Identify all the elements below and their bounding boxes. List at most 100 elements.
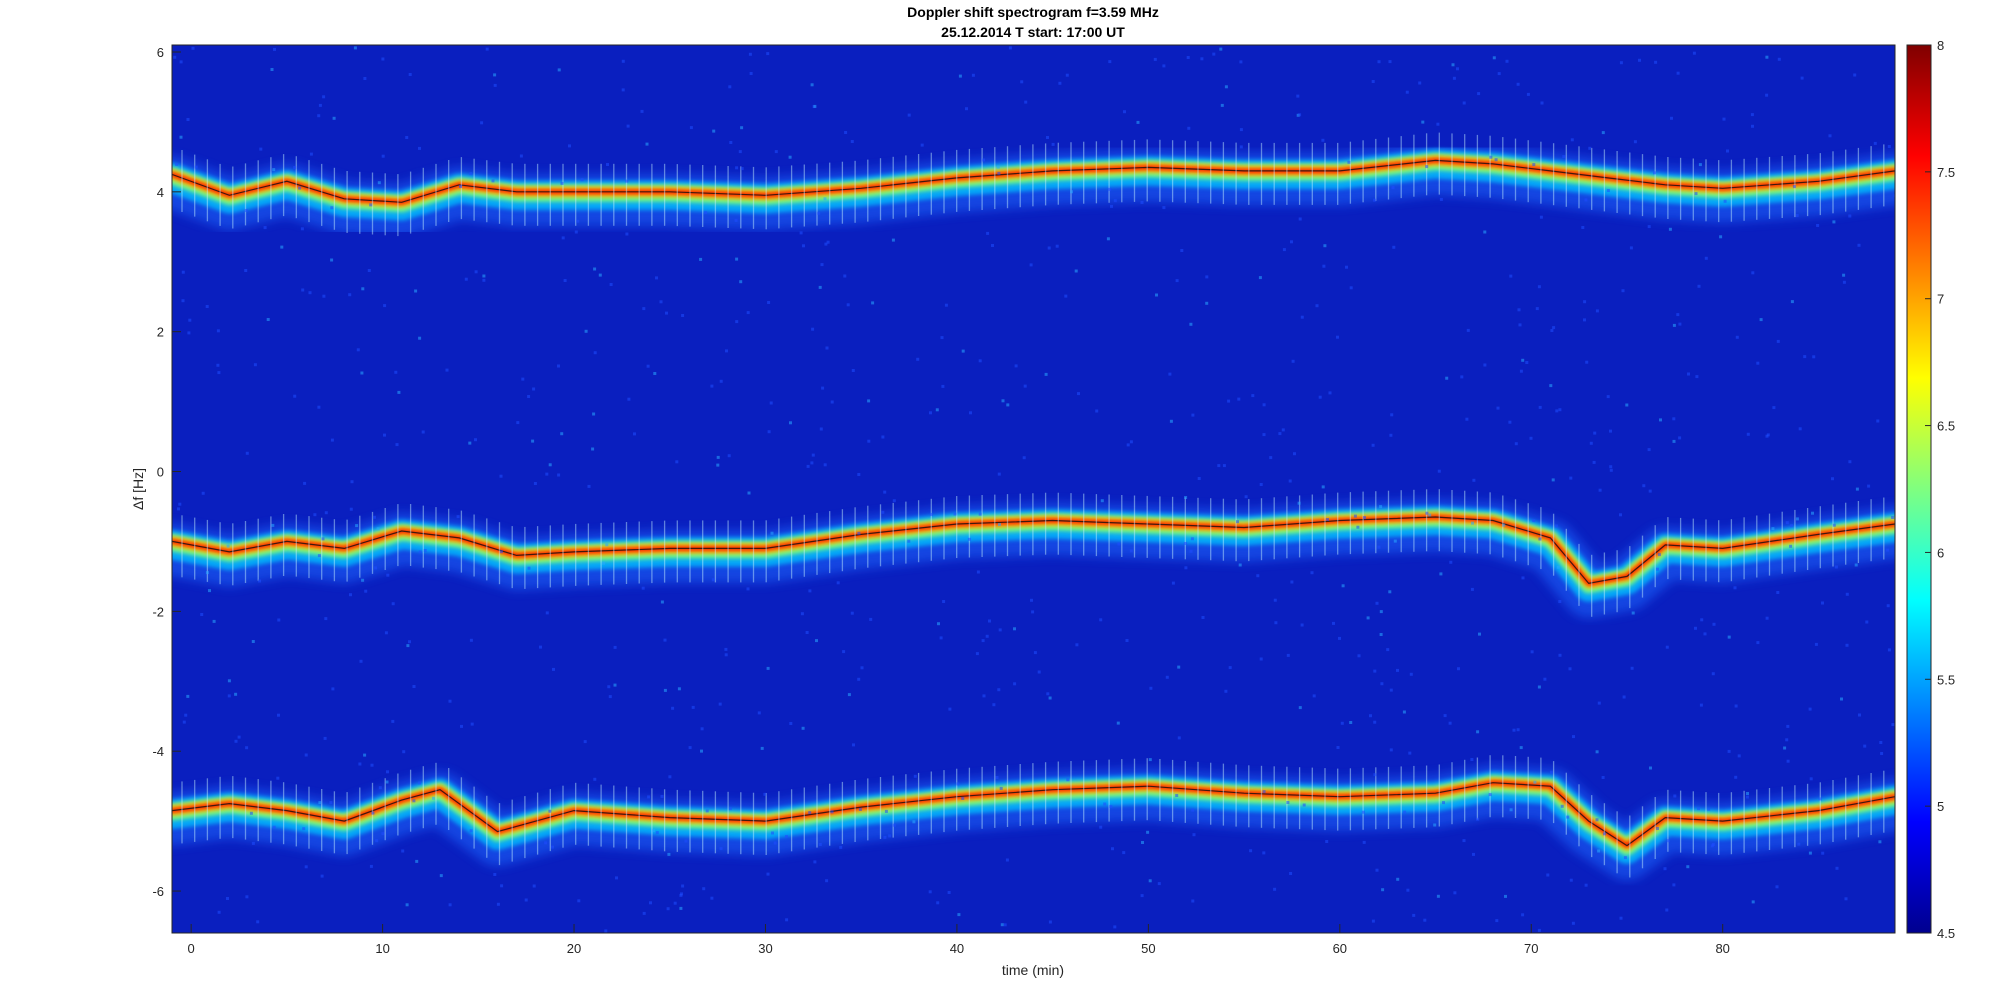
noise-speckle [671, 706, 675, 710]
noise-speckle [689, 126, 693, 130]
noise-speckle [788, 155, 792, 159]
noise-speckle [1074, 269, 1078, 273]
noise-speckle [1286, 801, 1290, 804]
noise-speckle [1699, 703, 1703, 707]
noise-speckle [318, 801, 322, 805]
noise-speckle [1300, 315, 1304, 319]
noise-speckle [700, 749, 703, 753]
noise-speckle [1828, 134, 1832, 138]
noise-speckle [1797, 842, 1801, 846]
noise-speckle [1619, 513, 1622, 517]
noise-speckle [1175, 279, 1179, 283]
noise-speckle [358, 762, 362, 766]
noise-speckle [1024, 100, 1028, 104]
noise-speckle [850, 140, 854, 143]
noise-speckle [663, 638, 667, 642]
noise-speckle [981, 639, 985, 643]
noise-speckle [1349, 286, 1353, 290]
noise-speckle [1649, 766, 1652, 770]
noise-speckle [858, 807, 862, 811]
noise-speckle [1609, 429, 1612, 433]
noise-speckle [826, 240, 830, 244]
noise-speckle [1549, 770, 1553, 774]
noise-speckle [1325, 840, 1329, 843]
noise-speckle [1169, 419, 1173, 423]
noise-speckle [516, 421, 520, 425]
noise-speckle [524, 898, 528, 902]
noise-speckle [1518, 323, 1522, 327]
noise-speckle [1504, 894, 1507, 898]
noise-speckle [324, 511, 328, 515]
noise-speckle [1113, 925, 1117, 929]
noise-speckle [182, 720, 186, 724]
noise-speckle [1516, 82, 1520, 86]
noise-speckle [818, 843, 822, 846]
noise-speckle [276, 776, 280, 780]
noise-speckle [948, 707, 952, 711]
noise-speckle [496, 902, 500, 906]
noise-speckle [740, 126, 744, 130]
noise-speckle [653, 372, 657, 375]
noise-speckle [1356, 525, 1360, 529]
noise-speckle [1189, 549, 1193, 553]
noise-speckle [1453, 891, 1457, 895]
noise-speckle [1529, 436, 1533, 440]
noise-speckle [178, 502, 182, 506]
noise-speckle [205, 305, 209, 308]
noise-speckle [621, 88, 625, 92]
noise-speckle [386, 770, 389, 774]
colorbar: 8 7.5 7 6.5 6 5.5 5 4.5 [1906, 38, 1955, 941]
noise-speckle [1366, 616, 1370, 620]
noise-speckle [592, 412, 596, 416]
noise-speckle [1538, 537, 1542, 541]
y-tick-label: -2 [152, 604, 164, 619]
noise-speckle [194, 165, 198, 169]
noise-speckle [1593, 431, 1597, 435]
noise-speckle [1362, 840, 1366, 844]
noise-speckle [201, 491, 205, 495]
noise-speckle [293, 166, 297, 169]
noise-speckle [1672, 417, 1676, 421]
noise-speckle [499, 550, 503, 554]
noise-speckle [830, 400, 834, 404]
noise-speckle [679, 893, 683, 897]
noise-speckle [1621, 289, 1625, 293]
noise-speckle [1653, 171, 1656, 175]
noise-speckle [1814, 642, 1818, 646]
noise-speckle [1180, 249, 1184, 252]
noise-speckle [883, 835, 887, 839]
noise-speckle [439, 874, 443, 878]
noise-speckle [1891, 516, 1895, 519]
noise-speckle [995, 776, 999, 779]
noise-speckle [234, 739, 238, 743]
noise-speckle [1751, 900, 1755, 904]
noise-speckle [1375, 868, 1379, 872]
noise-speckle [818, 285, 822, 289]
noise-speckle [551, 845, 554, 849]
noise-speckle [1765, 93, 1769, 97]
noise-speckle [1821, 601, 1824, 605]
noise-speckle [1746, 432, 1750, 436]
noise-speckle [384, 631, 388, 635]
noise-speckle [1483, 230, 1487, 234]
noise-speckle [851, 369, 855, 372]
noise-speckle [493, 873, 497, 876]
noise-speckle [1678, 436, 1682, 440]
noise-speckle [1449, 560, 1453, 564]
noise-speckle [1886, 548, 1890, 552]
noise-speckle [364, 589, 368, 593]
noise-speckle [1776, 339, 1780, 343]
noise-speckle [298, 186, 302, 190]
noise-speckle [1834, 565, 1838, 569]
noise-speckle [418, 336, 422, 340]
colorbar-tick-label: 7 [1937, 292, 1944, 307]
noise-speckle [1835, 866, 1839, 870]
noise-speckle [912, 820, 916, 824]
noise-speckle [1077, 392, 1080, 396]
noise-speckle [1492, 56, 1496, 60]
noise-speckle [1698, 163, 1702, 167]
noise-speckle [738, 150, 742, 154]
noise-speckle [1756, 361, 1760, 365]
noise-speckle [1357, 654, 1361, 658]
noise-speckle [825, 346, 829, 350]
